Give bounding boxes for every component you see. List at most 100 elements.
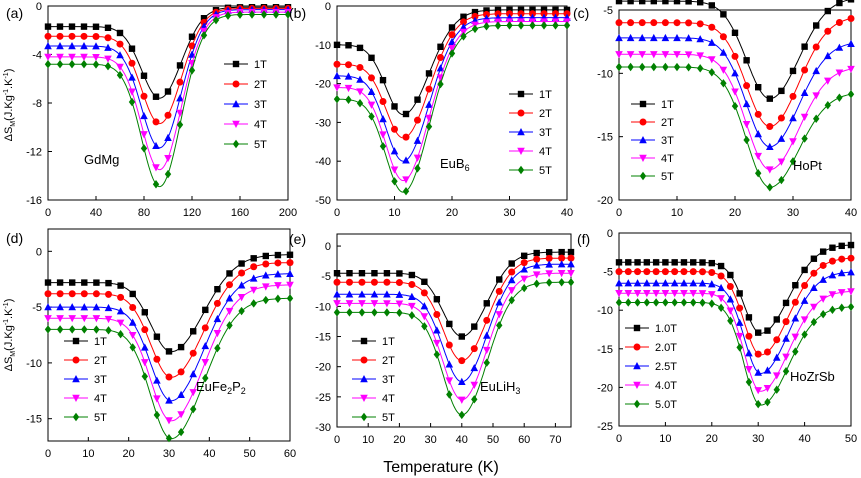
data-point [80, 290, 88, 298]
data-point [414, 96, 421, 103]
data-point [402, 133, 410, 141]
series-3T [44, 269, 294, 404]
data-point [56, 279, 64, 286]
data-point [358, 290, 366, 298]
data-point [408, 280, 416, 288]
legend-label: 5T [382, 412, 395, 424]
data-point [766, 183, 773, 192]
data-point [773, 336, 781, 344]
data-point [116, 40, 124, 48]
data-point [69, 279, 76, 286]
data-point [557, 270, 566, 278]
x-tick-label: 10 [388, 207, 400, 219]
legend: 1.0T 2.0T 2.5T 4.0T 5.0T [625, 323, 677, 411]
y-tick-label: -15 [26, 414, 42, 426]
panel-label: (d) [6, 230, 23, 246]
data-point [625, 298, 632, 307]
y-tick-label: 0 [325, 1, 331, 13]
data-point [558, 254, 566, 262]
legend-label: 2.0T [655, 342, 677, 354]
plot-frame [618, 232, 852, 427]
data-point [743, 57, 750, 64]
data-point [754, 110, 762, 118]
x-tick-label: 160 [231, 207, 249, 219]
legend-label: 5T [254, 139, 267, 151]
data-point [558, 248, 565, 256]
data-point [685, 63, 692, 72]
compound-name: EuFe2P2 [196, 379, 246, 396]
data-point [563, 21, 571, 30]
data-point [459, 23, 468, 31]
data-point [717, 262, 725, 270]
data-point [413, 154, 422, 162]
data-point [104, 55, 112, 63]
x-tick-label: 40 [798, 433, 810, 445]
data-point [545, 270, 553, 278]
data-point [117, 330, 124, 339]
data-point [529, 21, 536, 30]
data-point [152, 141, 160, 150]
data-point [690, 298, 697, 307]
data-point [800, 113, 809, 121]
x-tick-label: 10 [659, 433, 671, 445]
data-point [755, 84, 762, 91]
data-point [532, 261, 541, 269]
data-point [129, 303, 137, 311]
data-point [650, 51, 658, 59]
data-point [44, 290, 52, 298]
data-point [56, 53, 64, 61]
legend-label: 1T [539, 89, 552, 101]
data-point [754, 368, 762, 376]
legend-label: 2T [661, 117, 674, 129]
data-point [391, 125, 398, 133]
data-point [80, 315, 89, 323]
data-point [720, 11, 727, 18]
data-point [436, 74, 445, 82]
legend-marker [72, 375, 80, 383]
data-point [650, 62, 657, 72]
legend: 1T 2T 3T 4T 5T [224, 59, 267, 151]
data-point [508, 260, 515, 267]
data-point [56, 32, 64, 40]
data-point [624, 268, 632, 276]
data-point [448, 31, 456, 39]
data-point [129, 343, 136, 352]
data-point [792, 282, 799, 289]
data-point [225, 294, 234, 302]
legend-marker [517, 165, 525, 175]
data-point [638, 51, 646, 59]
x-tick-label: 0 [334, 434, 340, 446]
data-point [152, 180, 160, 189]
data-point [697, 0, 704, 6]
data-point [529, 6, 536, 14]
data-point [763, 366, 772, 374]
data-point [356, 63, 364, 71]
data-point [639, 62, 646, 72]
data-point [662, 62, 669, 72]
data-point [356, 75, 364, 83]
data-point [402, 187, 410, 196]
x-tick-label: 20 [729, 207, 741, 219]
series-4T [615, 51, 855, 174]
data-point [824, 7, 831, 15]
x-tick-label: 30 [503, 207, 515, 219]
data-point [333, 300, 341, 308]
panel-label: (f) [577, 231, 590, 247]
data-point [117, 293, 125, 301]
legend-label: 3T [382, 374, 395, 386]
data-point [689, 290, 698, 298]
data-point [44, 53, 52, 61]
data-point [262, 252, 269, 260]
data-point [248, 10, 256, 19]
data-point [165, 434, 173, 443]
compound-tail: P [232, 379, 241, 394]
x-tick-label: 0 [45, 207, 51, 219]
legend-marker [639, 154, 647, 162]
data-point [847, 15, 855, 23]
data-point [540, 6, 548, 14]
data-point [56, 60, 64, 69]
data-point [358, 278, 366, 286]
data-point [346, 308, 353, 317]
data-point [250, 299, 257, 308]
series-5T [44, 10, 292, 189]
